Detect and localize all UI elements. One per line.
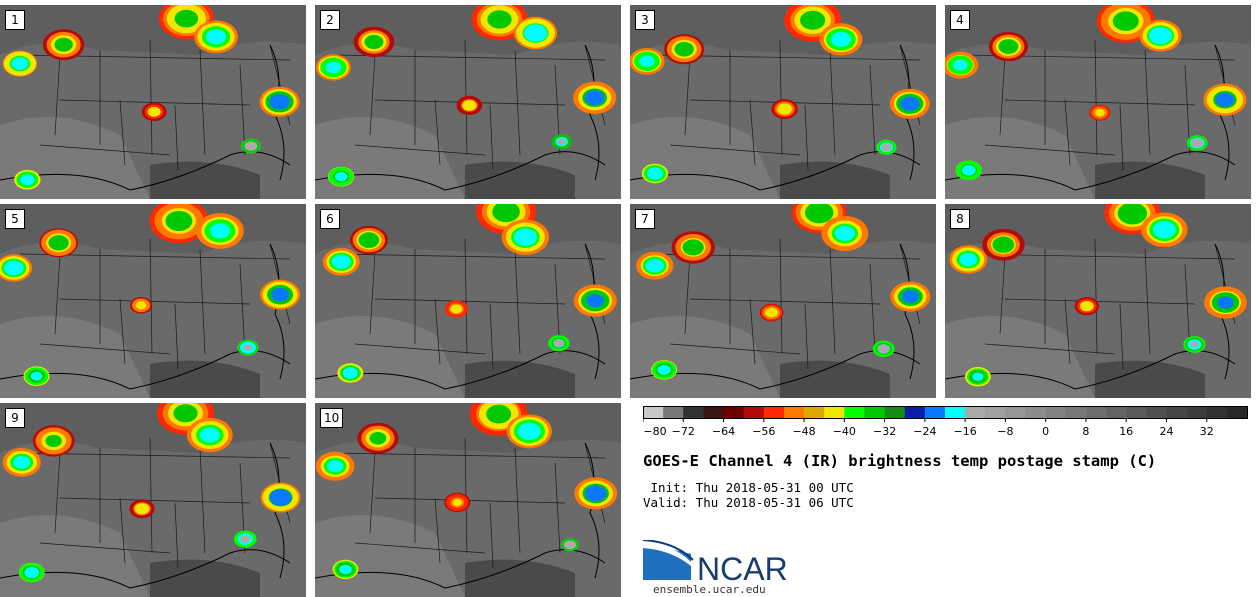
figure-title: GOES-E Channel 4 (IR) brightness temp po… — [643, 452, 1157, 470]
map-panel: 6 — [315, 204, 621, 398]
colorbar: −80 −72 −64 −56 −48 −40 −32 −24 −16 −8 0 8 16 24 32 — [643, 406, 1248, 438]
colorbar-swatch — [663, 406, 684, 418]
panel-number: 2 — [320, 10, 340, 30]
colorbar-swatch — [844, 406, 865, 418]
colorbar-swatch — [804, 406, 825, 418]
colorbar-swatch — [783, 406, 805, 418]
colorbar-tick-label: 24 — [1159, 425, 1173, 438]
panel-number: 7 — [635, 209, 655, 229]
panel-number: 3 — [635, 10, 655, 30]
colorbar-swatch — [824, 406, 845, 418]
colorbar-swatch — [904, 406, 926, 418]
map-panel: 4 — [945, 5, 1251, 199]
colorbar-tick-label: 0 — [1042, 425, 1049, 438]
ir-satellite-map — [945, 204, 1251, 398]
colorbar-swatch — [743, 406, 765, 418]
ir-satellite-map — [945, 5, 1251, 199]
panel-number: 9 — [5, 408, 25, 428]
colorbar-swatch — [1065, 406, 1087, 418]
colorbar-tick-label: −48 — [792, 425, 815, 438]
colorbar-swatch — [1226, 406, 1248, 418]
colorbar-swatch — [1126, 406, 1147, 418]
ir-satellite-map — [630, 5, 936, 199]
colorbar-tick-label: 8 — [1082, 425, 1089, 438]
colorbar-swatch — [1186, 406, 1208, 418]
colorbar-tick-label: −64 — [712, 425, 735, 438]
colorbar-tick-label: −40 — [833, 425, 856, 438]
colorbar-swatch — [683, 406, 704, 418]
map-panel: 2 — [315, 5, 621, 199]
valid-time: Valid: Thu 2018-05-31 06 UTC — [643, 495, 854, 510]
colorbar-swatch — [965, 406, 986, 418]
panel-number: 4 — [950, 10, 970, 30]
map-panel: 10 — [315, 403, 621, 597]
ncar-logo-text: NCAR — [697, 551, 788, 582]
colorbar-swatch — [1106, 406, 1127, 418]
ir-satellite-map — [0, 204, 306, 398]
colorbar-swatch — [1025, 406, 1046, 418]
colorbar-swatch — [1166, 406, 1187, 418]
ir-satellite-map — [630, 204, 936, 398]
colorbar-swatch — [703, 406, 724, 418]
colorbar-swatch — [884, 406, 906, 418]
colorbar-tick-label: −16 — [954, 425, 977, 438]
ir-satellite-map — [315, 5, 621, 199]
map-panel: 1 — [0, 5, 306, 199]
map-panel: 7 — [630, 204, 936, 398]
colorbar-tick-label: −80 — [643, 425, 666, 438]
colorbar-swatch — [1045, 406, 1067, 418]
panel-number: 1 — [5, 10, 25, 30]
ncar-logo: NCAR — [643, 540, 788, 582]
ir-satellite-map — [0, 403, 306, 597]
colorbar-swatch — [1206, 406, 1228, 418]
map-panel: 3 — [630, 5, 936, 199]
colorbar-tick-label: −32 — [873, 425, 896, 438]
init-time: Init: Thu 2018-05-31 00 UTC — [643, 480, 854, 495]
colorbar-tick-label: 16 — [1119, 425, 1133, 438]
colorbar-swatch — [1085, 406, 1107, 418]
colorbar-swatch — [1146, 406, 1167, 418]
ir-satellite-map — [0, 5, 306, 199]
colorbar-swatch — [763, 406, 785, 418]
colorbar-swatch — [924, 406, 946, 418]
map-panel: 9 — [0, 403, 306, 597]
panel-number: 6 — [320, 209, 340, 229]
colorbar-swatch — [864, 406, 885, 418]
map-panel: 8 — [945, 204, 1251, 398]
panel-number: 8 — [950, 209, 970, 229]
colorbar-swatch — [643, 406, 664, 418]
colorbar-tick-label: 32 — [1200, 425, 1214, 438]
colorbar-tick-label: −8 — [997, 425, 1013, 438]
colorbar-swatch — [1005, 406, 1026, 418]
colorbar-swatch — [985, 406, 1006, 418]
colorbar-tick-label: −56 — [752, 425, 775, 438]
panel-number: 10 — [320, 408, 344, 428]
ir-satellite-map — [315, 204, 621, 398]
colorbar-tick-label: −72 — [672, 425, 695, 438]
map-panel: 5 — [0, 204, 306, 398]
colorbar-swatch — [723, 406, 744, 418]
colorbar-swatch — [945, 406, 966, 418]
website-url: ensemble.ucar.edu — [653, 583, 766, 596]
colorbar-outline — [643, 406, 1248, 419]
ir-satellite-map — [315, 403, 621, 597]
panel-number: 5 — [5, 209, 25, 229]
colorbar-tick-label: −24 — [913, 425, 936, 438]
